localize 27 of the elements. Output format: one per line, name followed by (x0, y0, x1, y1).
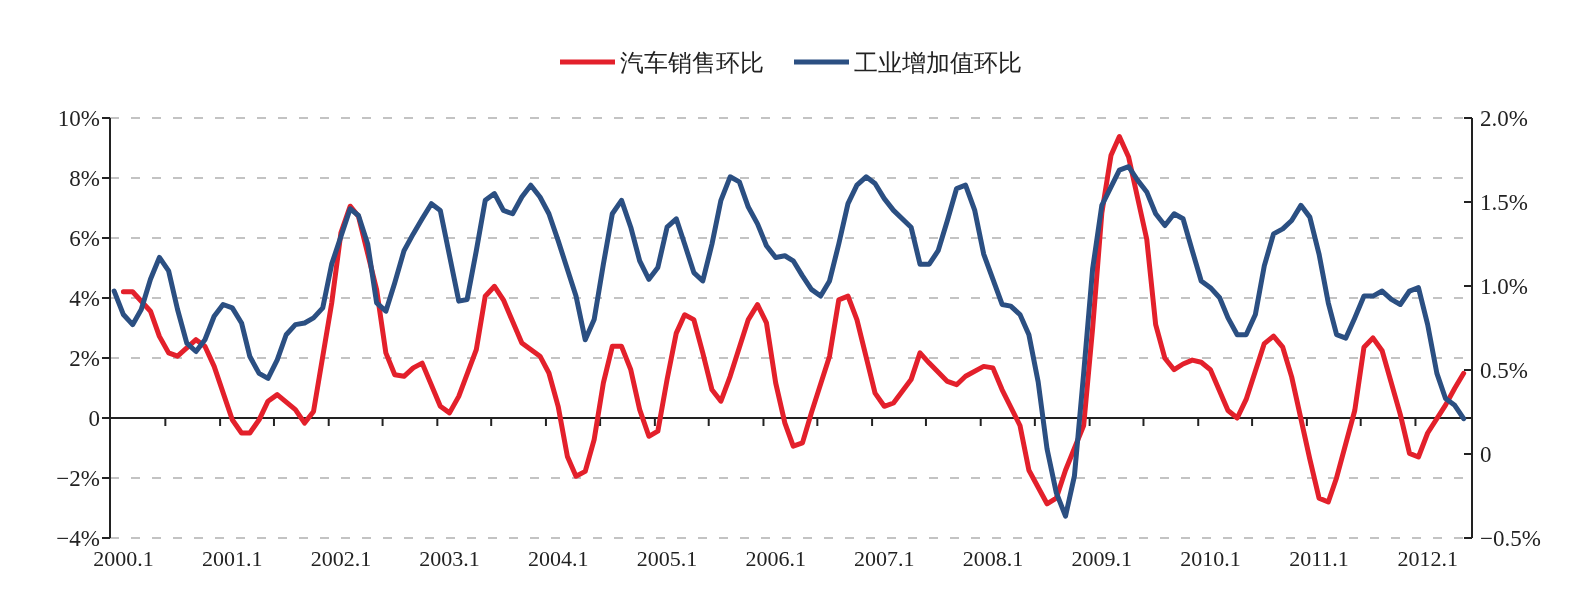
y-tick-label: 0 (88, 406, 100, 431)
y2-tick-label: 0.5% (1480, 358, 1528, 383)
x-tick-label: 2001.1 (202, 546, 263, 571)
x-tick-label: 2003.1 (419, 546, 480, 571)
x-tick-label: 2007.1 (854, 546, 915, 571)
y2-tick-label: 2.0% (1480, 106, 1528, 131)
y-tick-label: −2% (56, 466, 100, 491)
x-tick-label: 2002.1 (310, 546, 372, 571)
x-tick-label: 2012.1 (1397, 546, 1458, 571)
x-tick-label: 2005.1 (636, 546, 698, 571)
y-tick-label: 2% (69, 346, 100, 371)
legend-label: 工业增加值环比 (854, 49, 1022, 77)
y-tick-label: 6% (69, 226, 100, 251)
y2-tick-label: −0.5% (1480, 526, 1541, 551)
y2-tick-label: 0 (1480, 442, 1492, 467)
y-tick-label: 4% (69, 286, 100, 311)
y2-tick-label: 1.0% (1480, 274, 1528, 299)
x-tick-label: 2008.1 (962, 546, 1024, 571)
y-tick-label: 10% (57, 106, 100, 131)
legend-label: 汽车销售环比 (620, 49, 764, 77)
x-tick-label: 2006.1 (745, 546, 806, 571)
x-tick-label: 2010.1 (1180, 546, 1241, 571)
x-tick-label: 2009.1 (1071, 546, 1133, 571)
x-tick-label: 2011.1 (1289, 546, 1349, 571)
y-tick-label: 8% (69, 166, 100, 191)
x-tick-label: 2004.1 (527, 546, 589, 571)
y2-tick-label: 1.5% (1480, 190, 1528, 215)
